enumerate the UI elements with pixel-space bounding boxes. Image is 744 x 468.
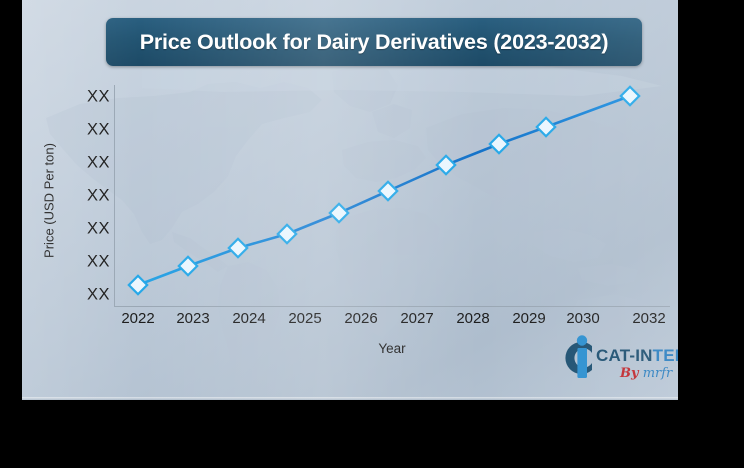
- logo-wordmark-primary: CAT-IN: [596, 346, 653, 365]
- chart-title: Price Outlook for Dairy Derivatives (202…: [139, 29, 609, 54]
- brand-logo: CAT-INTEL By mrfr: [558, 332, 678, 388]
- x-axis-title: Year: [378, 341, 406, 356]
- plot-area: [114, 85, 670, 307]
- data-point-marker: [488, 133, 510, 155]
- price-markers: [127, 85, 641, 296]
- y-tick-label: XX: [86, 87, 110, 106]
- data-point-marker: [177, 255, 199, 277]
- x-tick-label: 2032: [632, 310, 666, 327]
- x-tick-label: 2030: [566, 310, 600, 327]
- logo-wordmark-accent: TEL: [652, 346, 678, 365]
- slide-panel: Price Outlook for Dairy Derivatives (202…: [22, 0, 678, 400]
- x-tick-label: 2025: [288, 310, 322, 327]
- x-tick-label: 2026: [344, 310, 378, 327]
- logo-wordmark: CAT-INTEL: [596, 346, 678, 366]
- x-tick-label: 2028: [456, 310, 490, 327]
- x-tick-label: 2029: [512, 310, 546, 327]
- y-axis-title: Price (USD Per ton): [41, 143, 57, 258]
- plot-axes-border: [114, 85, 670, 307]
- y-tick-label: XX: [86, 153, 110, 172]
- world-map-background: [46, 56, 678, 378]
- x-axis-tick-labels: 2022 2023 2024 2025 2026 2027 2028 2029 …: [114, 310, 670, 332]
- data-point-marker: [377, 180, 399, 202]
- line-series-svg: [127, 85, 641, 296]
- price-line: [137, 94, 631, 287]
- data-point-marker: [227, 237, 249, 259]
- logo-tagline: By mrfr: [620, 366, 672, 381]
- y-axis-tick-labels: XX XX XX XX XX XX XX: [70, 85, 110, 307]
- data-point-marker: [535, 116, 557, 138]
- chart-title-bar: Price Outlook for Dairy Derivatives (202…: [106, 18, 642, 66]
- x-tick-label: 2023: [176, 310, 210, 327]
- y-tick-label: XX: [86, 219, 110, 238]
- data-point-marker: [619, 85, 641, 107]
- y-tick-label: XX: [86, 186, 110, 205]
- data-point-marker: [328, 202, 350, 224]
- y-tick-label: XX: [86, 285, 110, 304]
- panel-bottom-edge: [22, 397, 678, 400]
- data-point-marker: [276, 223, 298, 245]
- y-tick-label: XX: [86, 252, 110, 271]
- cat-intel-logo-icon: [565, 335, 592, 378]
- y-tick-label: XX: [86, 120, 110, 139]
- x-tick-label: 2024: [232, 310, 266, 327]
- data-point-marker: [127, 274, 149, 296]
- data-point-marker: [435, 154, 457, 176]
- logo-tagline-by: By: [620, 366, 639, 381]
- x-tick-label: 2027: [400, 310, 434, 327]
- logo-tagline-brand: mrfr: [642, 366, 673, 381]
- x-tick-label: 2022: [121, 310, 155, 327]
